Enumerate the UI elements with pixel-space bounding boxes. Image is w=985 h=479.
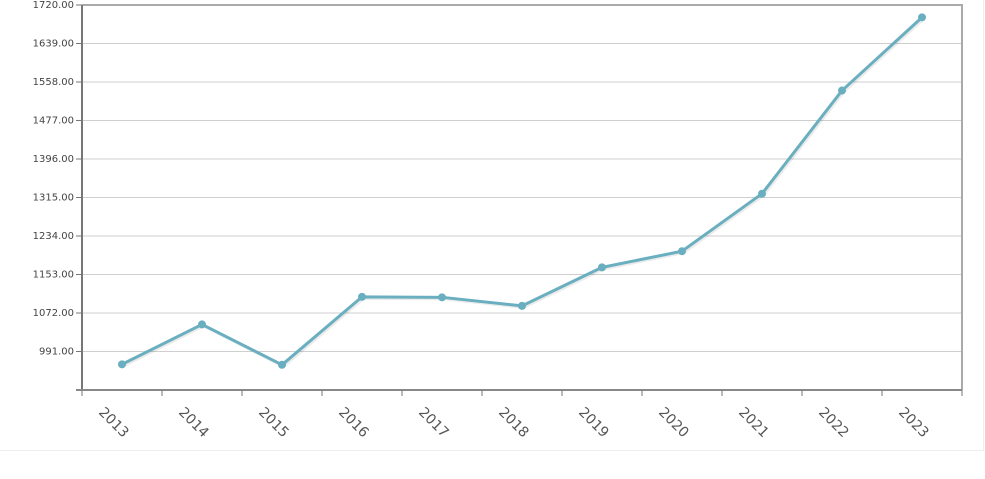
data-point[interactable] xyxy=(278,360,286,369)
x-tick-label: 2018 xyxy=(495,405,532,442)
data-point[interactable] xyxy=(438,293,446,302)
y-tick-label: 1477.00 xyxy=(33,116,74,127)
series-group xyxy=(118,13,926,369)
chart-frame: 991.00 1072.00 1153.00 1234.00 1315.00 1396.0… xyxy=(0,0,984,451)
y-tick-label: 1396.00 xyxy=(33,154,74,165)
x-tick-label: 2019 xyxy=(575,405,612,442)
y-tick-label: 1639.00 xyxy=(33,39,74,50)
x-tick-label: 2021 xyxy=(735,405,772,442)
data-point[interactable] xyxy=(918,13,926,22)
data-point[interactable] xyxy=(118,360,126,369)
axes xyxy=(76,4,963,396)
x-tick-labels: 2013 2014 2015 2016 2017 2018 2019 2020 2021 2022… xyxy=(95,405,932,442)
data-point[interactable] xyxy=(838,86,846,95)
y-tick-label: 1153.00 xyxy=(33,270,74,281)
data-point[interactable] xyxy=(518,301,526,310)
data-point[interactable] xyxy=(758,189,766,198)
data-point[interactable] xyxy=(598,263,606,272)
data-point[interactable] xyxy=(678,247,686,256)
x-tick-label: 2016 xyxy=(335,405,372,442)
plot-border xyxy=(82,4,963,390)
y-tick-label: 1720.00 xyxy=(33,0,74,11)
x-tick-label: 2013 xyxy=(95,405,132,442)
x-tick-label: 2017 xyxy=(415,405,452,442)
x-tick-label: 2022 xyxy=(815,405,852,442)
data-point[interactable] xyxy=(198,320,206,329)
x-tick-label: 2023 xyxy=(895,405,932,442)
series-line-shadow xyxy=(122,17,925,368)
y-tick-label: 1072.00 xyxy=(33,308,74,319)
data-point[interactable] xyxy=(358,292,366,301)
y-tick-labels: 991.00 1072.00 1153.00 1234.00 1315.00 1396.0… xyxy=(33,0,74,358)
x-tick-label: 2014 xyxy=(175,405,212,442)
y-tick-label: 1558.00 xyxy=(33,77,74,88)
x-tick-label: 2020 xyxy=(655,405,692,442)
y-tick-label: 991.00 xyxy=(39,347,74,358)
y-tick-label: 1315.00 xyxy=(33,193,74,204)
y-tick-label: 1234.00 xyxy=(33,231,74,242)
gridlines xyxy=(82,4,962,352)
x-tick-label: 2015 xyxy=(255,405,292,442)
